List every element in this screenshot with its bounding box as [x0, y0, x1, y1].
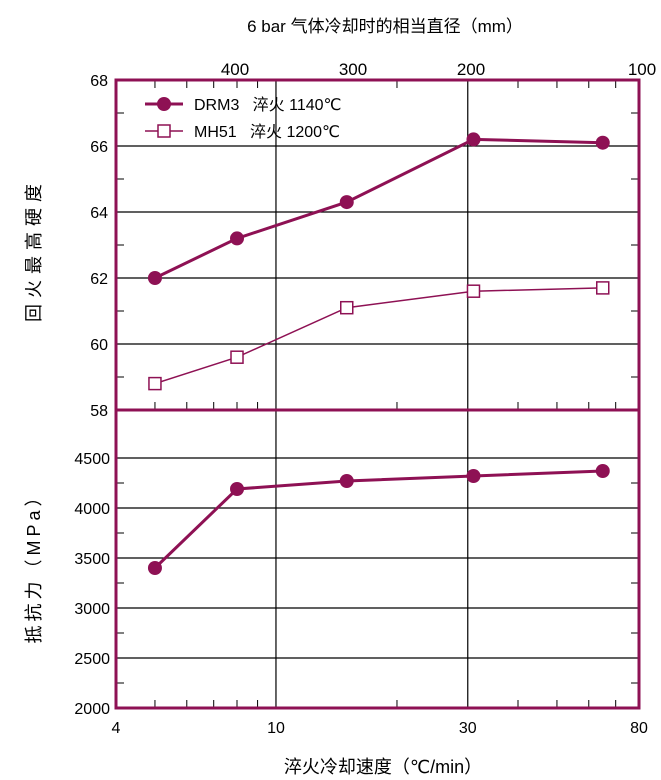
- y-tick-label-hardness: 58: [90, 403, 108, 420]
- series-mh51-point: [595, 281, 610, 295]
- series-resistance-line: [153, 469, 603, 570]
- y-tick-label-resistance: 4500: [74, 451, 110, 468]
- x-tick-label: 30: [459, 720, 477, 737]
- series-resistance-point: [339, 474, 354, 488]
- series-drm3-line: [154, 137, 603, 280]
- resistance-axis-title: 抵抗力（MPa）: [24, 484, 44, 643]
- hardness-axis-title: 回火最高硬度: [24, 178, 44, 322]
- series-resistance-point: [147, 561, 162, 575]
- series-resistance-point: [230, 482, 245, 496]
- y-tick-label-resistance: 2000: [74, 701, 110, 718]
- y-tick-label-resistance: 4000: [74, 501, 110, 518]
- legend-mh51-label: MH51 淬火 1200℃: [194, 123, 340, 141]
- y-tick-label-hardness: 64: [90, 205, 108, 222]
- x-tick-label: 4: [112, 720, 121, 737]
- y-tick-label-hardness: 60: [90, 337, 108, 354]
- top-tick-label: 100: [628, 60, 656, 79]
- x-tick-label: 10: [267, 720, 285, 737]
- y-tick-label-resistance: 2500: [74, 651, 110, 668]
- y-tick-label-hardness: 68: [90, 73, 108, 90]
- series-mh51-point: [148, 376, 162, 391]
- series-drm3-point: [230, 231, 245, 246]
- top-tick-label: 200: [457, 60, 485, 79]
- top-tick-label: 300: [339, 60, 367, 79]
- top-axis-title: 6 bar 气体冷却时的相当直径（mm）: [247, 17, 523, 36]
- y-tick-label-hardness: 66: [90, 139, 108, 156]
- legend: DRM3 淬火 1140℃ MH51 淬火 1200℃: [145, 96, 342, 141]
- x-tick-label: 80: [630, 720, 648, 737]
- y-tick-label-hardness: 62: [90, 271, 108, 288]
- series-mh51-point: [230, 350, 244, 364]
- legend-mh51-marker: [157, 124, 171, 138]
- legend-drm3-label: DRM3 淬火 1140℃: [194, 96, 342, 114]
- plot-frame: [114, 78, 641, 710]
- legend-drm3-marker: [157, 97, 171, 111]
- tick-labels: 58 60 62 64 66 68 2000 2500 3000 3500 4000 4500 4 10 3…: [74, 60, 656, 737]
- tick-marks: [116, 80, 639, 708]
- y-tick-label-resistance: 3500: [74, 551, 110, 568]
- series-mh51-point: [466, 284, 481, 298]
- series-resistance-point: [466, 469, 481, 483]
- series-drm3-point: [595, 135, 610, 150]
- series-mh51-line: [154, 287, 603, 385]
- series-layer: [147, 132, 610, 575]
- x-axis-title: 淬火冷却速度（℃/min）: [284, 757, 482, 777]
- series-drm3-point: [339, 195, 354, 210]
- top-tick-label: 400: [221, 60, 249, 79]
- series-resistance-point: [595, 464, 610, 478]
- grid-lines: [116, 80, 639, 708]
- series-drm3-point: [466, 132, 481, 147]
- y-tick-label-resistance: 3000: [74, 601, 110, 618]
- series-mh51-point: [340, 300, 354, 315]
- series-drm3-point: [147, 271, 162, 285]
